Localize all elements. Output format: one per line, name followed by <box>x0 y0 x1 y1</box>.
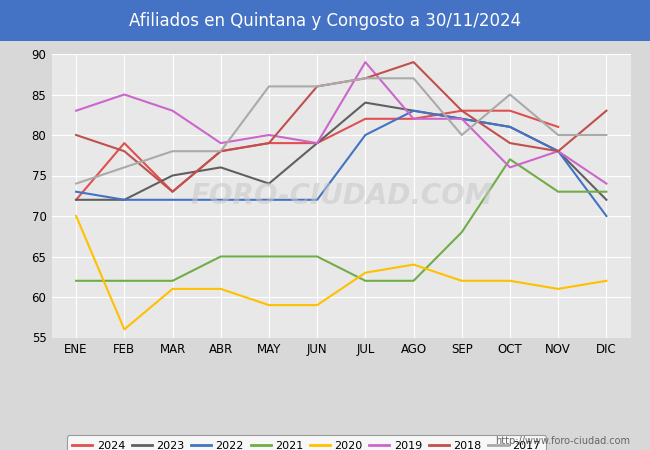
Legend: 2024, 2023, 2022, 2021, 2020, 2019, 2018, 2017: 2024, 2023, 2022, 2021, 2020, 2019, 2018… <box>67 436 547 450</box>
Text: FORO-CIUDAD.COM: FORO-CIUDAD.COM <box>190 182 493 210</box>
Text: Afiliados en Quintana y Congosto a 30/11/2024: Afiliados en Quintana y Congosto a 30/11… <box>129 12 521 30</box>
Text: http://www.foro-ciudad.com: http://www.foro-ciudad.com <box>495 436 630 446</box>
